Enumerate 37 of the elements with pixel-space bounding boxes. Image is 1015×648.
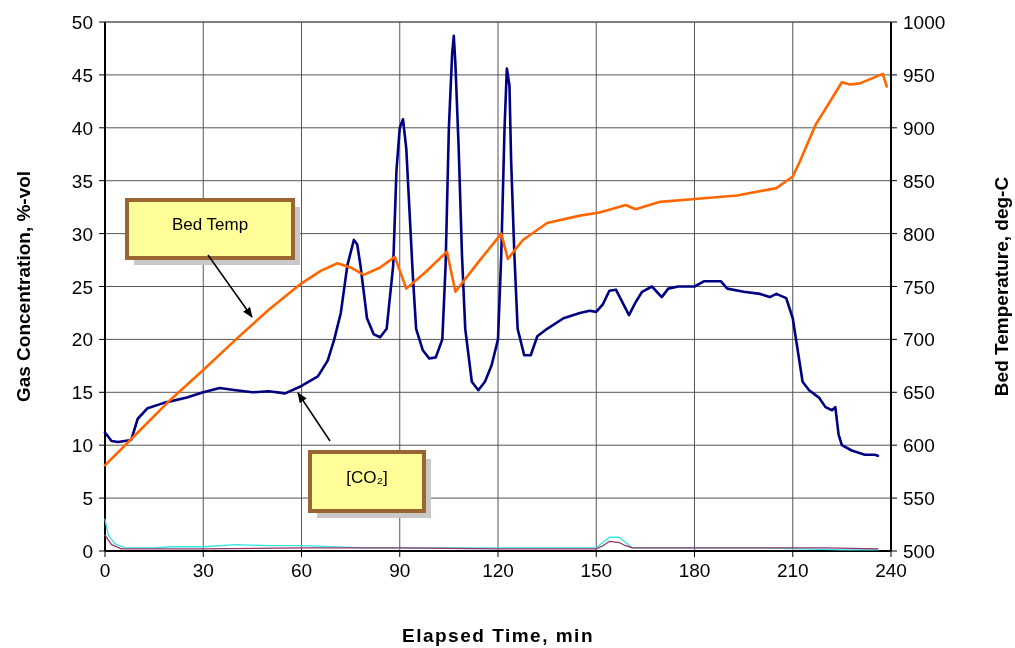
y2-tick-label: 700 [903,329,935,351]
x-tick-label: 30 [192,560,214,581]
y-tick-label: 30 [71,223,93,245]
x-tick-label: 150 [580,560,613,581]
y-tick-label: 15 [71,382,93,404]
y2-axis-title: Bed Temperature, deg-C [991,176,1012,397]
y-tick-label: 50 [71,12,93,33]
y2-tick-label: 1000 [903,12,946,33]
x-tick-label: 210 [776,560,809,581]
y-tick-label: 40 [71,117,93,139]
y-tick-label: 20 [71,329,93,351]
y-tick-label: 25 [71,276,93,298]
y2-tick-label: 550 [903,488,935,510]
x-tick-label: 0 [99,560,111,581]
annotation: [CO₂] [346,467,388,487]
annotation: Bed Temp [171,215,249,234]
y2-tick-label: 800 [903,223,935,245]
y2-tick-label: 850 [903,170,935,192]
x-tick-label: 180 [678,560,711,581]
y-tick-label: 45 [71,64,93,86]
y-tick-label: 35 [71,170,93,192]
line-series [104,534,879,550]
y2-tick-label: 650 [903,382,935,404]
y2-tick-label: 900 [903,117,935,139]
y-tick-label: 5 [82,488,93,510]
x-tick-label: 90 [389,560,411,581]
y-tick-label: 10 [71,435,93,457]
y2-tick-label: 950 [903,64,935,86]
y-axis-title: Gas Concentration, %-vol [13,170,34,403]
x-tick-label: 240 [875,560,907,581]
y2-tick-label: 750 [903,276,935,298]
x-tick-label: 60 [290,560,313,581]
y2-tick-label: 600 [903,435,935,457]
y-tick-label: 0 [82,541,93,562]
y2-tick-label: 500 [903,541,935,562]
x-tick-label: 120 [482,560,514,581]
x-axis-title: Elapsed Time, min [402,625,594,646]
